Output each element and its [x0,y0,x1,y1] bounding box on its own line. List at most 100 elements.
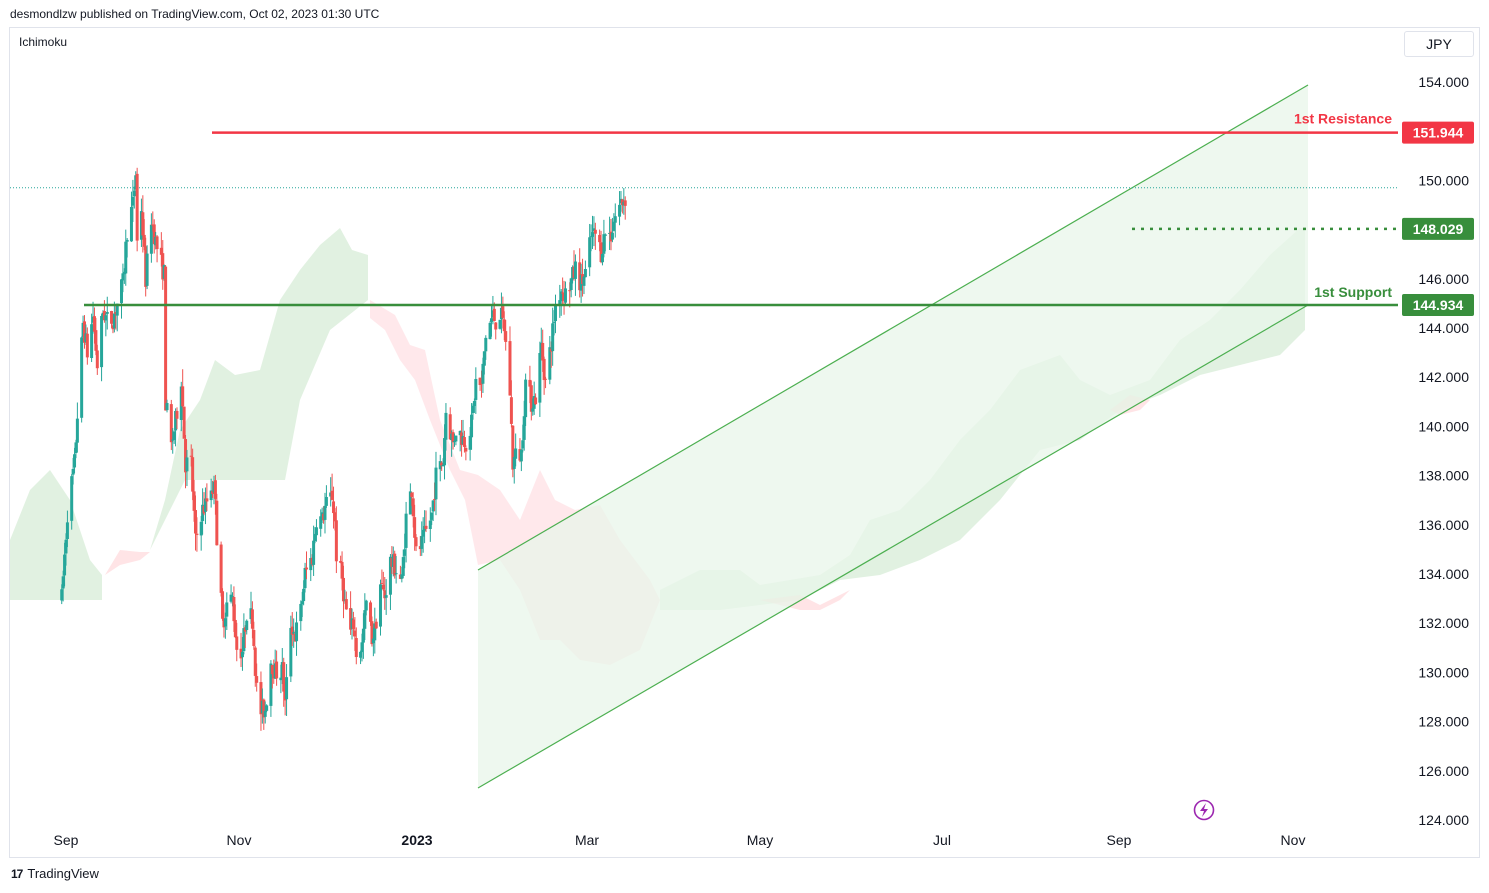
pivot-price-badge[interactable] [1402,217,1474,240]
pivot-price-badge-text: 148.029 [1413,221,1464,237]
footer-brand[interactable]: 17 TradingView [11,866,99,881]
candle-body [430,512,434,520]
support-price-badge[interactable] [1402,294,1474,317]
candle-body [135,173,139,241]
candle-body [65,522,69,540]
y-tick-label: 136.000 [1418,517,1469,533]
candle-body [339,560,343,563]
candle-body [145,253,149,286]
candle-body [360,642,364,653]
y-tick-label: 150.000 [1418,172,1469,188]
candle-body [371,638,375,644]
y-tick-label: 124.000 [1418,812,1469,828]
candle-body [351,619,355,629]
candle-body [522,416,526,440]
candle-body [353,630,357,637]
x-tick-label: Jul [933,832,951,848]
candle-body [323,505,327,520]
candle-body [504,331,508,342]
lightning-icon-bolt [1200,803,1208,817]
candle-body [592,228,596,232]
candle-body [538,352,542,403]
candle-body [519,449,523,462]
candle-body [149,224,153,254]
candle-body [292,632,296,634]
candle-body [255,676,259,683]
candle-body [514,448,518,459]
candle-body [481,363,485,384]
candle-body [420,536,424,549]
candle-body [361,628,365,643]
candle-body [582,276,586,286]
candle-body [285,677,289,700]
candle-body [588,237,592,268]
candle-body [464,448,468,452]
candle-body [115,303,119,316]
candle-body [404,513,408,548]
candle-body [531,408,535,412]
candle-body [534,397,538,405]
y-tick-label: 126.000 [1418,763,1469,779]
candle-body [593,229,597,234]
candle-body [100,315,104,368]
candle-body [215,500,219,546]
candle-body [312,540,316,565]
candle-body [484,337,488,352]
candle-body [454,435,458,442]
channel-lower-line [477,304,1309,789]
candle-body [381,584,385,590]
support-label: 1st Support [1314,284,1392,300]
candle-body [440,462,444,466]
candle-body [603,234,607,236]
candle-body [470,414,474,438]
candle-body [205,498,209,502]
candle-body [401,557,405,576]
indicator-label[interactable]: Ichimoku [19,35,68,49]
ichimoku-cloud-bearish [105,550,150,575]
candle-body [354,637,358,658]
candle-body [121,273,125,281]
candle-body [324,496,328,506]
candle-body [233,619,237,638]
candle-body [370,621,374,645]
candle-body [480,383,484,385]
chart-frame[interactable] [9,27,1480,858]
candle-body [175,410,179,419]
candle-body [269,663,273,706]
candle-body [388,556,392,595]
currency-selector[interactable]: JPY [1404,31,1474,57]
candle-body [443,438,447,466]
candle-body [235,636,239,650]
candle-body [185,457,189,472]
candle-body [400,574,404,579]
candle-body [509,397,513,424]
candle-body [299,603,303,622]
x-tick-label: May [747,832,773,848]
candle-body [124,241,128,274]
candle-body [110,311,114,324]
candle-body [290,626,294,635]
candle-body [213,480,217,499]
candle-body [209,490,213,501]
candle-body [341,577,345,602]
candle-body [428,520,432,529]
candle-body [441,464,445,467]
candle-body [184,439,188,473]
candle-body [600,254,604,263]
candle-body [408,491,412,515]
candle-body [232,597,236,622]
candle-body [61,576,65,589]
x-tick-label: Mar [575,832,599,848]
lightning-icon[interactable] [1193,799,1215,821]
candle-body [240,651,244,658]
y-tick-label: 138.000 [1418,468,1469,484]
x-tick-label: Sep [1107,832,1132,848]
candle-body [132,190,136,197]
candle-body [610,232,614,240]
resistance-price-badge[interactable] [1402,121,1474,144]
candle-body [141,212,145,236]
candle-body [125,239,129,242]
candle-body [451,432,455,443]
candle-body [171,439,175,441]
